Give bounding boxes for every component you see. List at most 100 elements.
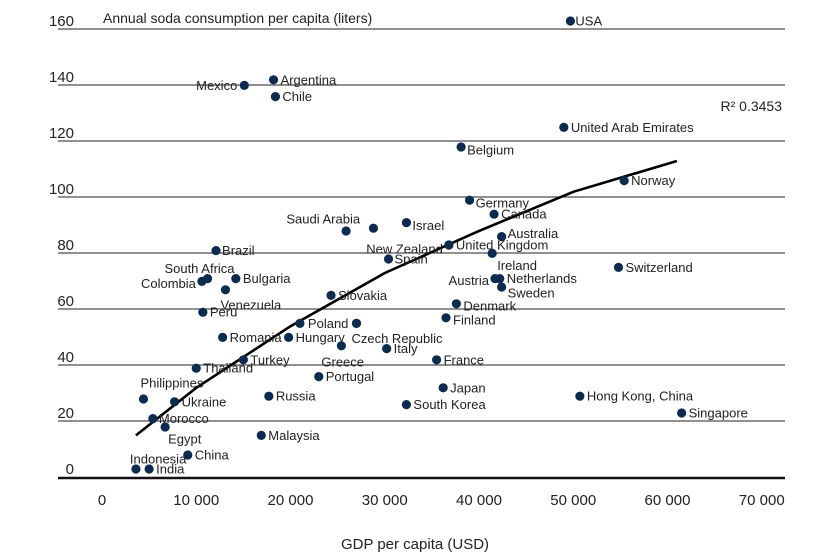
data-point: [619, 176, 629, 186]
point-label: Greece: [321, 354, 364, 369]
data-point: [456, 142, 466, 152]
data-point: [489, 209, 499, 219]
point-label: Mexico: [196, 78, 237, 93]
data-point: [197, 276, 207, 286]
data-point: [438, 383, 448, 393]
data-point: [264, 391, 274, 401]
x-tick-label: 70 000: [739, 492, 785, 509]
y-tick-label: 120: [49, 125, 74, 142]
data-point: [144, 464, 154, 474]
point-label: Argentina: [281, 72, 337, 87]
x-tick-label: 0: [98, 492, 106, 509]
data-point: [341, 226, 351, 236]
data-point: [575, 391, 585, 401]
point-label: Poland: [308, 316, 348, 331]
data-point: [383, 254, 394, 264]
point-label: United Arab Emirates: [571, 120, 694, 135]
data-point: [160, 422, 170, 432]
data-point: [401, 400, 412, 410]
point-label: New Zealand: [366, 242, 443, 257]
point-label: Finland: [453, 312, 496, 327]
data-point: [497, 282, 507, 292]
data-point: [444, 240, 454, 250]
data-point: [295, 318, 305, 328]
data-point: [191, 363, 201, 373]
point-label: Austria: [449, 273, 490, 288]
data-point: [238, 355, 248, 365]
data-point: [326, 290, 336, 300]
y-tick-label: 0: [66, 461, 74, 478]
point-label: Peru: [210, 305, 237, 320]
y-tick-label: 20: [57, 405, 74, 422]
data-point: [218, 332, 228, 342]
data-point: [368, 223, 379, 233]
point-label: Sweden: [508, 286, 555, 301]
point-label: Turkey: [250, 352, 290, 367]
data-point: [565, 16, 576, 26]
y-tick-label: 100: [49, 181, 74, 198]
gridlines: [58, 28, 785, 422]
data-point: [559, 122, 569, 132]
point-label: United Kingdom: [456, 238, 548, 253]
data-point: [401, 218, 412, 228]
point-label: Switzerland: [625, 260, 692, 275]
point-label: Thailand: [203, 361, 253, 376]
point-label: Venezuela: [220, 297, 281, 312]
point-label: Belgium: [467, 143, 514, 158]
point-label: South Korea: [413, 397, 486, 412]
data-point: [451, 299, 461, 309]
x-tick-label: 20 000: [268, 492, 314, 509]
data-point: [613, 262, 624, 272]
data-point: [131, 464, 141, 474]
point-label: China: [195, 448, 230, 463]
y-tick-label: 160: [49, 13, 74, 30]
data-point: [270, 92, 281, 102]
data-point: [268, 75, 279, 85]
point-label: Hungary: [296, 330, 346, 345]
data-point: [256, 430, 266, 440]
point-label: Russia: [276, 389, 317, 404]
point-label: France: [444, 352, 484, 367]
y-tick-label: 40: [57, 349, 74, 366]
chart-title: Annual soda consumption per capita (lite…: [103, 10, 372, 26]
data-point: [138, 394, 149, 404]
point-label: Australia: [508, 226, 559, 241]
point-label: Singapore: [689, 406, 748, 421]
point-label: Ireland: [497, 258, 537, 273]
point-label: Italy: [394, 341, 418, 356]
data-point: [314, 372, 324, 382]
point-label: Colombia: [141, 276, 197, 291]
point-label: Portugal: [326, 369, 375, 384]
data-point: [497, 232, 507, 242]
point-label: Bulgaria: [243, 271, 291, 286]
data-points: USA Argentina Mexico Chile United Arab Emira…: [130, 14, 748, 477]
trendline: [135, 159, 678, 437]
data-point: [239, 80, 249, 90]
y-tick-label: 60: [57, 293, 74, 310]
point-label: Saudi Arabia: [286, 212, 360, 227]
point-label: Chile: [282, 89, 312, 104]
data-point: [431, 355, 442, 365]
point-label: Romania: [230, 330, 283, 345]
x-axis-label: GDP per capita (USD): [341, 536, 489, 553]
point-label: Morocco: [159, 411, 209, 426]
r-squared-annotation: R² 0.3453: [721, 98, 783, 114]
data-point: [495, 274, 505, 284]
point-label: Canada: [501, 207, 547, 222]
point-label: South Africa: [164, 261, 235, 276]
point-label: Denmark: [463, 298, 516, 313]
data-point: [382, 344, 392, 354]
point-label: Ukraine: [182, 394, 227, 409]
y-tick-label: 140: [49, 69, 74, 86]
data-point: [169, 397, 180, 407]
x-tick-label: 60 000: [645, 492, 691, 509]
point-label: Czech Republic: [351, 331, 443, 346]
data-point: [284, 332, 294, 342]
data-point: [487, 248, 497, 258]
x-axis-ticks: 0 10 000 20 000 30 000 40 000 50 000 60 000 70 …: [98, 492, 785, 509]
point-label: India: [156, 462, 185, 477]
point-label: Japan: [450, 380, 485, 395]
data-point: [211, 246, 221, 256]
point-label: Germany: [476, 196, 530, 211]
